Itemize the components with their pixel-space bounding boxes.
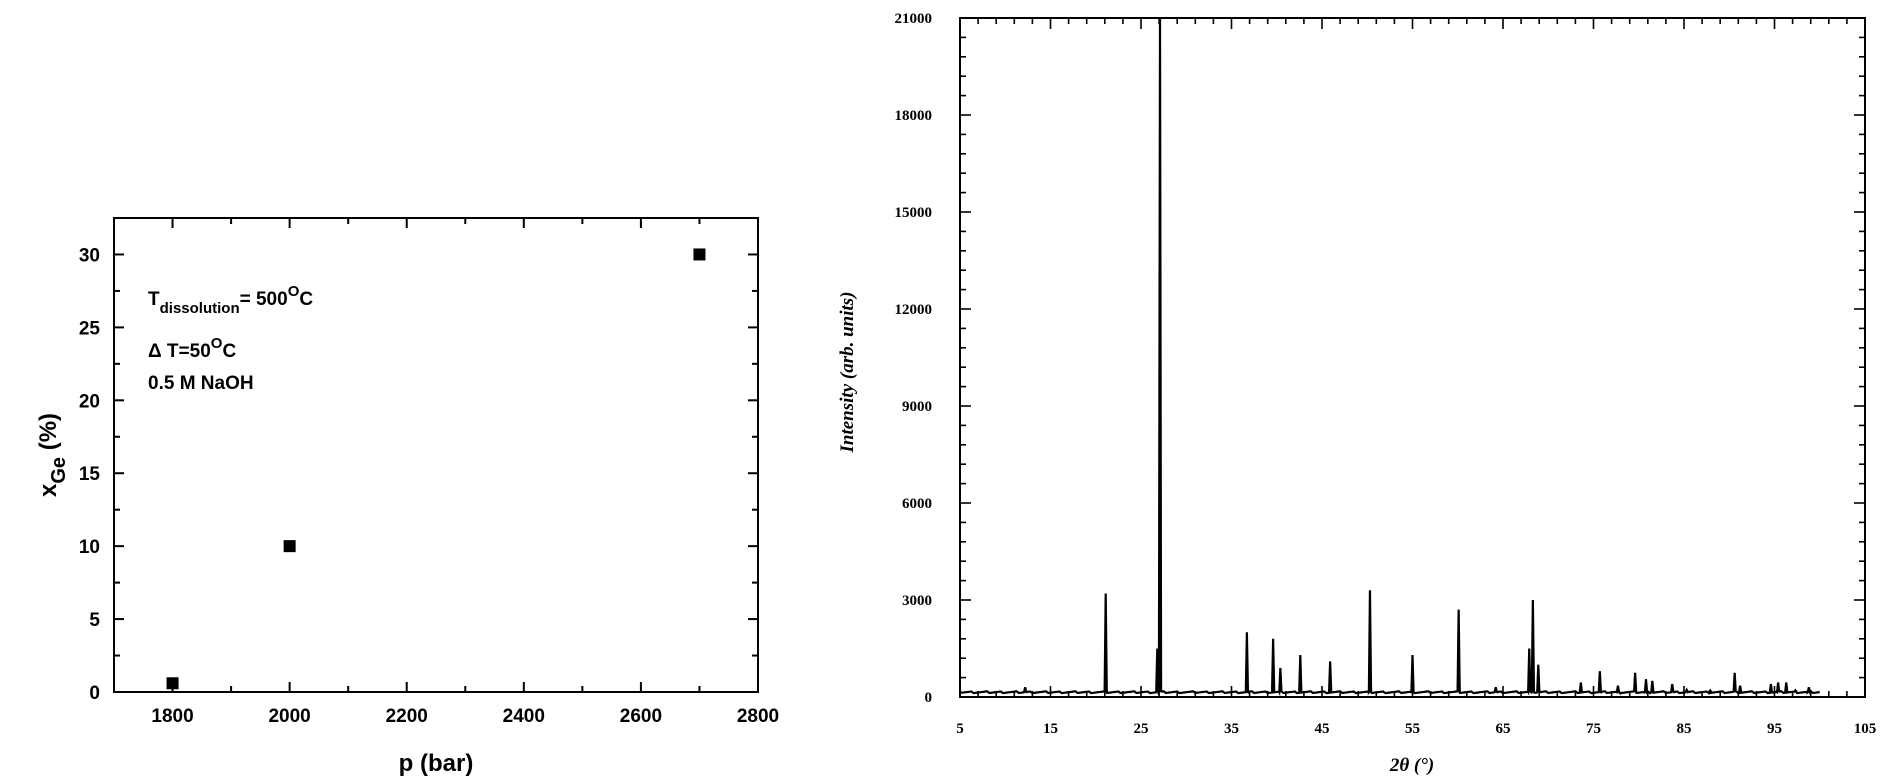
right-x-tick-label: 75 bbox=[1586, 721, 1601, 737]
left-y-label-unit: (%) bbox=[35, 413, 62, 457]
left-x-tick-label: 1800 bbox=[151, 706, 193, 727]
left-data-point bbox=[693, 248, 706, 261]
right-y-tick-label: 9000 bbox=[902, 399, 932, 415]
left-y-tick-label: 0 bbox=[89, 683, 100, 704]
left-y-tick-label: 25 bbox=[79, 318, 101, 339]
left-data-points bbox=[166, 248, 706, 690]
annotation-1-main: T bbox=[148, 289, 160, 310]
right-x-tick-label: 5 bbox=[956, 721, 964, 737]
right-x-tick-label: 105 bbox=[1854, 721, 1877, 737]
left-x-axis-label: p (bar) bbox=[399, 750, 474, 777]
annotation-line-1: Tdissolution= 500OC bbox=[148, 283, 313, 317]
right-x-axis-label: 2θ (°) bbox=[1389, 755, 1434, 776]
left-y-axis-label: xGe (%) bbox=[35, 413, 70, 497]
xrd-pattern-line bbox=[959, 17, 1820, 697]
right-x-tick-label: 35 bbox=[1224, 721, 1239, 737]
left-y-tick-label: 20 bbox=[79, 391, 100, 412]
right-y-tick-label: 12000 bbox=[895, 302, 933, 318]
left-x-tick-label: 2200 bbox=[386, 706, 428, 727]
left-y-tick-label: 5 bbox=[89, 610, 100, 631]
annotation-line-3: 0.5 M NaOH bbox=[148, 373, 254, 394]
left-x-tick-label: 2800 bbox=[737, 706, 779, 727]
right-x-tick-label: 45 bbox=[1315, 721, 1330, 737]
annotation-1-end: C bbox=[299, 289, 313, 310]
annotation-2-end: C bbox=[222, 341, 236, 362]
left-annotation: Tdissolution= 500OC Δ T=50OC 0.5 M NaOH bbox=[148, 283, 313, 394]
annotation-line-2: Δ T=50OC bbox=[148, 335, 236, 362]
right-y-tick-label: 15000 bbox=[895, 205, 933, 221]
right-y-tick-labels: 0 3000 6000 9000 12000 15000 18000 21000 bbox=[895, 11, 933, 706]
left-x-tick-label: 2600 bbox=[620, 706, 662, 727]
annotation-1-sup: O bbox=[288, 283, 300, 300]
right-x-tick-label: 15 bbox=[1043, 721, 1058, 737]
right-y-axis-label: Intensity (arb. units) bbox=[837, 291, 858, 453]
left-y-tick-label: 10 bbox=[79, 537, 100, 558]
left-x-tick-labels: 1800 2000 2200 2400 2600 2800 bbox=[151, 706, 779, 727]
right-y-tick-label: 6000 bbox=[902, 496, 932, 512]
left-axis-ticks bbox=[113, 217, 759, 693]
right-y-tick-label: 21000 bbox=[895, 11, 933, 27]
right-x-tick-label: 25 bbox=[1134, 721, 1149, 737]
left-data-point bbox=[283, 540, 296, 553]
left-plot-frame bbox=[113, 217, 759, 693]
right-plot-frame bbox=[959, 17, 1866, 698]
annotation-1-rest: = 500 bbox=[240, 289, 288, 310]
right-axis-ticks bbox=[959, 17, 1866, 698]
left-y-label-sub: Ge bbox=[48, 457, 70, 484]
left-x-tick-label: 2000 bbox=[268, 706, 310, 727]
right-y-tick-label: 0 bbox=[925, 690, 933, 706]
annotation-2-sup: O bbox=[211, 335, 223, 352]
left-data-point bbox=[166, 677, 179, 690]
left-y-tick-label: 30 bbox=[79, 245, 100, 266]
annotation-1-sub: dissolution bbox=[160, 300, 240, 317]
left-y-tick-labels: 0 5 10 15 20 25 30 bbox=[79, 245, 101, 704]
right-chart: 5 15 25 35 45 55 65 75 85 95 105 0 3000 6000 9000 1200… bbox=[837, 11, 1876, 776]
left-y-tick-label: 15 bbox=[79, 464, 101, 485]
right-x-tick-labels: 5 15 25 35 45 55 65 75 85 95 105 bbox=[956, 721, 1876, 737]
annotation-2-pre: Δ T=50 bbox=[148, 341, 211, 362]
right-y-tick-label: 18000 bbox=[895, 108, 933, 124]
right-x-tick-label: 65 bbox=[1496, 721, 1511, 737]
left-y-label-main: x bbox=[35, 483, 62, 497]
right-x-tick-label: 55 bbox=[1405, 721, 1420, 737]
right-x-tick-label: 85 bbox=[1677, 721, 1692, 737]
right-y-tick-label: 3000 bbox=[902, 593, 932, 609]
left-x-tick-label: 2400 bbox=[503, 706, 545, 727]
left-chart: 1800 2000 2200 2400 2600 2800 0 5 10 15 20 25 30 p … bbox=[35, 217, 779, 777]
right-x-tick-label: 95 bbox=[1767, 721, 1782, 737]
